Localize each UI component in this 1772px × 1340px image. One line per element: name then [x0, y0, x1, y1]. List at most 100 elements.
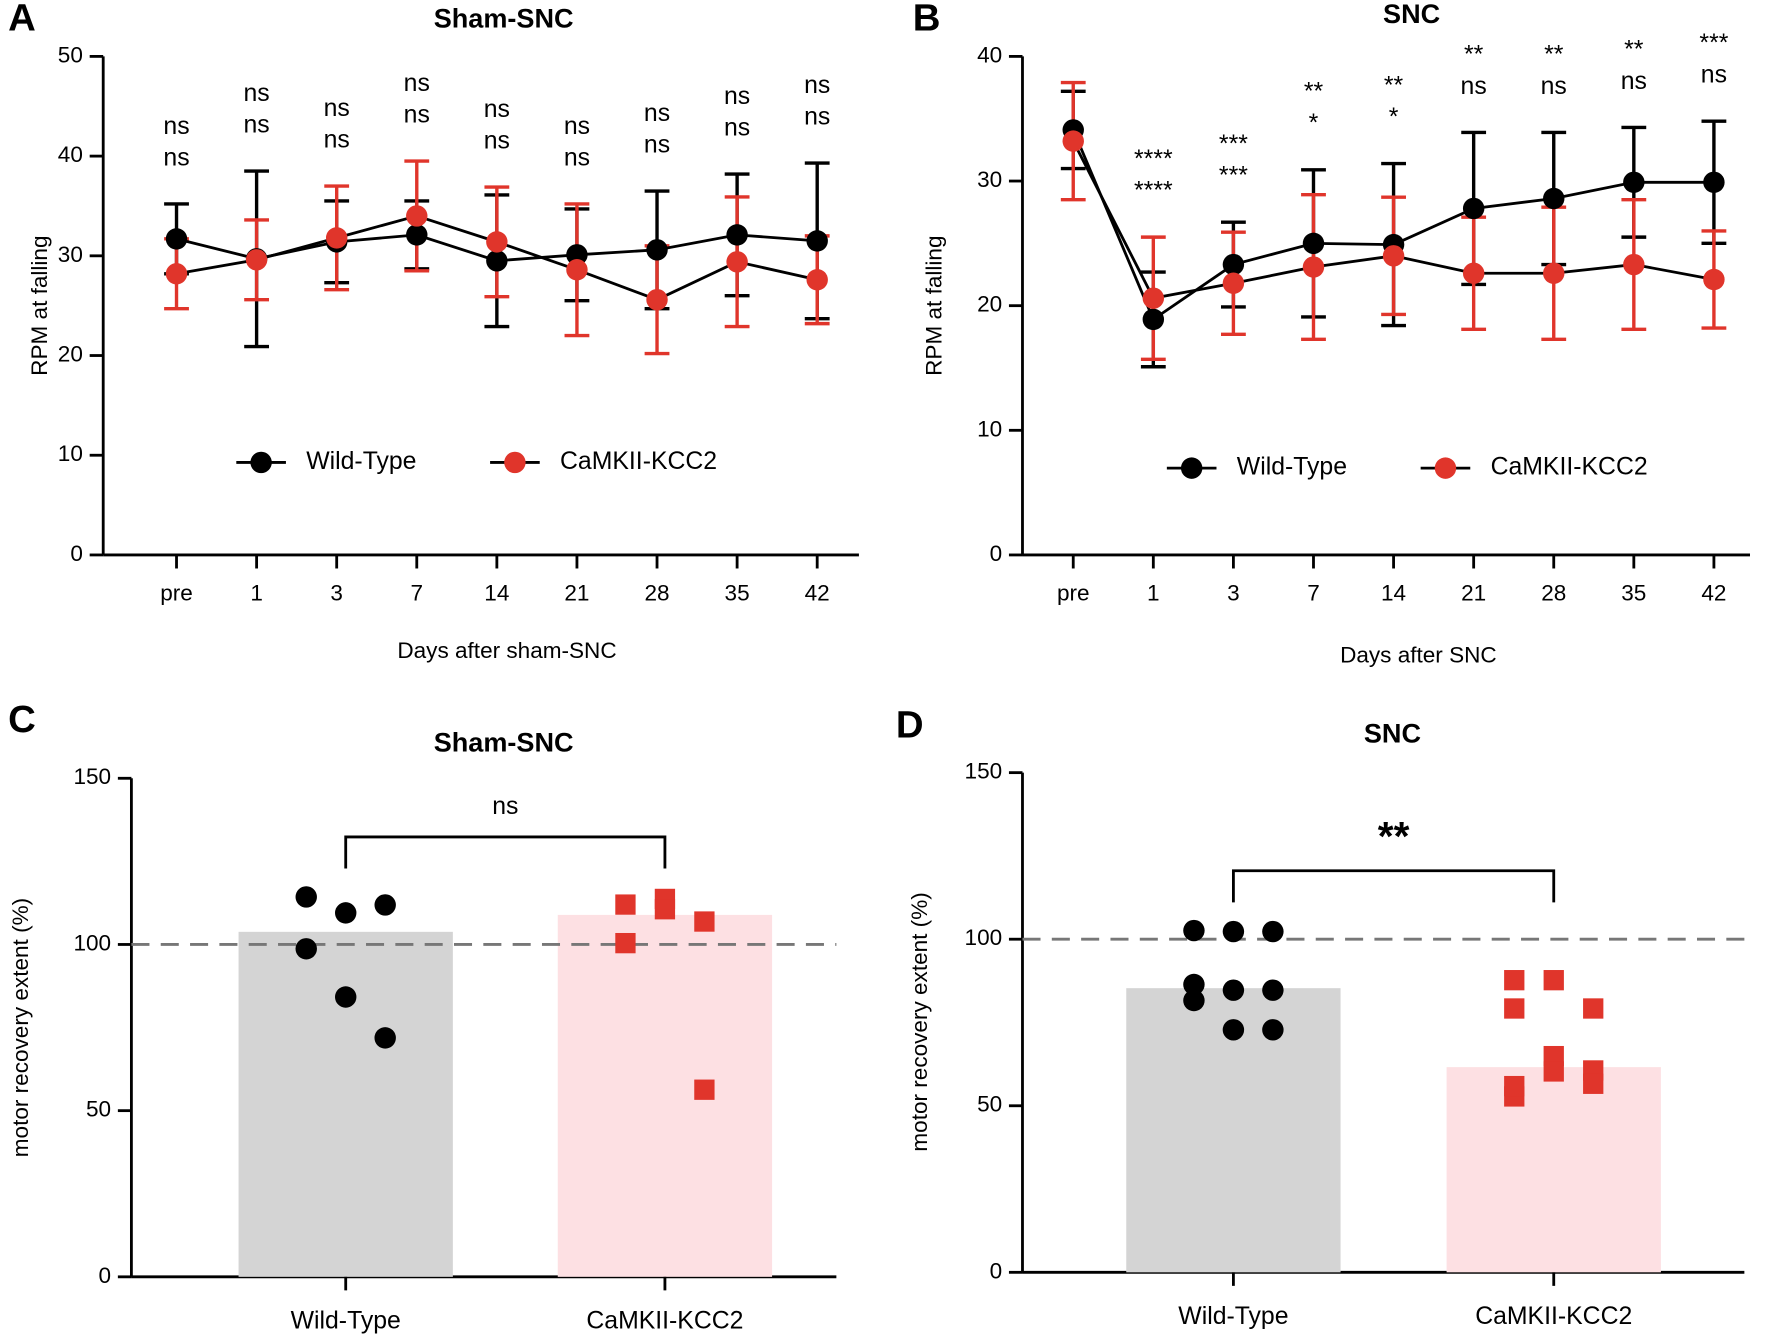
x-tick-label: Wild-Type [1178, 1303, 1288, 1330]
x-tick-label: 7 [411, 580, 424, 605]
point [1504, 998, 1525, 1019]
x-tick-label: 35 [725, 580, 750, 605]
point [1543, 187, 1565, 210]
point [1462, 197, 1485, 220]
y-tick-label: 150 [73, 764, 111, 789]
point [646, 239, 668, 261]
significance-label: ns [1621, 68, 1647, 95]
point [1222, 253, 1245, 276]
point [1462, 262, 1485, 284]
point [694, 911, 715, 932]
point [1504, 970, 1525, 991]
significance-label: **** [1134, 178, 1173, 205]
point [1142, 308, 1165, 331]
point [1623, 253, 1645, 276]
legend-label: CaMKII-KCC2 [1491, 454, 1648, 481]
significance-label: ns [484, 127, 510, 154]
x-tick-label: 1 [250, 580, 263, 605]
significance-label: ns [484, 96, 510, 123]
point [374, 894, 396, 916]
point [165, 228, 188, 250]
y-tick-label: 30 [977, 167, 1002, 192]
significance-label: ns [644, 131, 670, 158]
y-tick-label: 10 [58, 441, 83, 466]
significance-label: ns [644, 100, 670, 127]
point [406, 224, 428, 246]
significance-label: * [1309, 110, 1319, 137]
significance-label: ns [564, 113, 590, 140]
point [374, 1027, 396, 1049]
x-tick-label: 3 [1227, 580, 1240, 605]
y-tick-label: 0 [990, 1258, 1003, 1283]
significance-label: *** [1219, 163, 1248, 190]
x-tick-label: pre [160, 580, 193, 605]
significance-label: ns [724, 83, 750, 110]
point [1382, 245, 1405, 267]
point [1222, 272, 1245, 294]
significance-label: ns [244, 80, 270, 107]
y-tick-label: 0 [70, 541, 83, 566]
x-tick-label: 28 [1541, 580, 1566, 605]
x-tick-label: CaMKII-KCC2 [1475, 1303, 1632, 1330]
bar [1446, 1067, 1661, 1273]
significance-label: ns [163, 113, 189, 140]
point [694, 1079, 715, 1100]
significance-label: *** [1219, 131, 1248, 158]
point [1583, 998, 1604, 1019]
point [1543, 1061, 1564, 1082]
point [295, 938, 317, 960]
y-axis-label: motor recovery extent (%) [8, 898, 33, 1157]
x-tick-label: 28 [644, 580, 669, 605]
bar [557, 914, 773, 1277]
point [1302, 232, 1325, 255]
point [1183, 973, 1205, 996]
significance-label: ns [1461, 73, 1487, 100]
significance-label: ns [804, 72, 830, 99]
point [726, 224, 748, 246]
point [1222, 1019, 1245, 1041]
point [245, 249, 268, 271]
point [1262, 1019, 1284, 1041]
x-tick-label: 42 [1701, 580, 1726, 605]
chart-title: Sham-SNC [434, 727, 574, 758]
y-axis-label: RPM at falling [922, 235, 947, 375]
significance-label: ns [804, 104, 830, 131]
legend-label: Wild-Type [306, 448, 416, 475]
significance-label: ** [1378, 813, 1410, 859]
point [806, 230, 828, 252]
significance-label: **** [1134, 146, 1173, 173]
point [1543, 262, 1565, 284]
point [165, 263, 188, 285]
point [1302, 256, 1325, 278]
y-tick-label: 20 [58, 341, 83, 366]
significance-bracket [1231, 869, 1556, 903]
point [1142, 287, 1165, 309]
significance-label: ns [724, 114, 750, 141]
x-axis-label: Days after sham-SNC [397, 638, 616, 663]
significance-label: ** [1304, 79, 1324, 106]
point [1062, 130, 1084, 152]
panel-label: C [8, 698, 36, 741]
x-tick-label: 1 [1147, 580, 1160, 605]
point [726, 251, 748, 273]
significance-label: *** [1699, 30, 1728, 57]
x-tick-label: 35 [1621, 580, 1646, 605]
point [295, 886, 317, 908]
point [486, 250, 508, 272]
y-axis-label: RPM at falling [27, 235, 52, 375]
point [806, 269, 828, 291]
x-tick-label: 3 [330, 580, 343, 605]
point [334, 902, 357, 924]
y-axis-label: motor recovery extent (%) [907, 892, 932, 1151]
x-axis-label: Days after SNC [1340, 642, 1497, 667]
legend-label: CaMKII-KCC2 [560, 448, 717, 475]
significance-label: ** [1624, 36, 1644, 63]
point [615, 932, 636, 954]
point [646, 288, 668, 311]
x-tick-label: CaMKII-KCC2 [586, 1307, 743, 1334]
x-tick-label: Wild-Type [291, 1307, 401, 1334]
point [1504, 1075, 1525, 1097]
significance-label: ns [244, 111, 270, 138]
